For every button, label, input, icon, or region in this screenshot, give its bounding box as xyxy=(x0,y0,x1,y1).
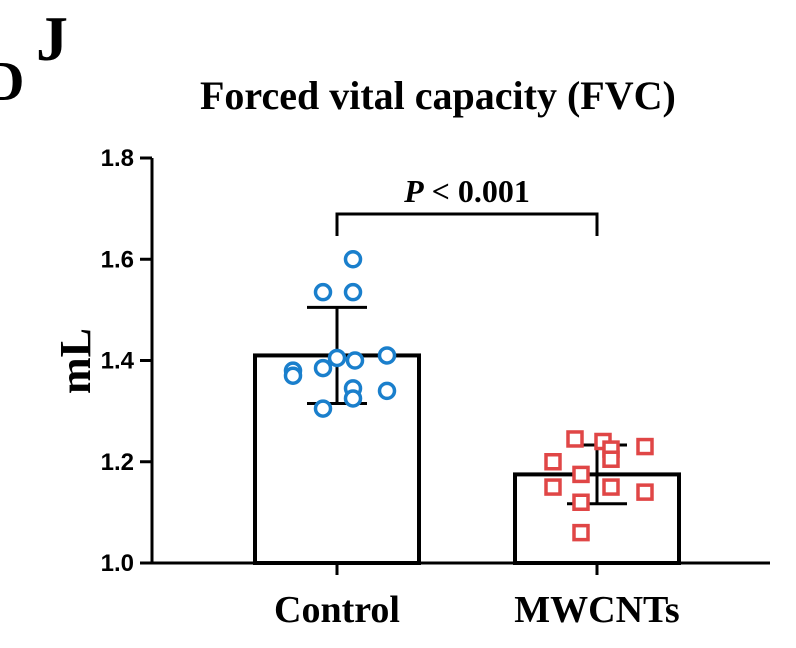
data-point xyxy=(566,430,584,448)
data-point xyxy=(345,351,365,370)
data-points xyxy=(283,250,654,542)
y-tick-label: 1.2 xyxy=(101,449,134,476)
p-symbol: P xyxy=(403,173,424,209)
data-point xyxy=(343,282,363,302)
data-point xyxy=(572,493,590,511)
y-tick-label: 1.6 xyxy=(101,246,134,273)
data-point xyxy=(572,465,590,484)
data-point xyxy=(544,478,562,496)
y-tick-label: 1.4 xyxy=(101,348,135,375)
chart-title: Forced vital capacity (FVC) xyxy=(200,73,676,118)
partial-panel-letter: D xyxy=(0,51,25,113)
x-category-label: MWCNTs xyxy=(514,589,679,631)
data-point xyxy=(283,366,303,385)
data-point xyxy=(602,478,620,496)
panel-letter: J xyxy=(36,3,68,74)
data-point xyxy=(313,282,333,302)
data-point xyxy=(377,346,397,365)
data-point xyxy=(327,348,347,368)
data-point xyxy=(313,399,333,418)
data-point xyxy=(377,381,397,401)
data-point xyxy=(636,483,654,501)
y-tick-label: 1.0 xyxy=(101,550,134,577)
y-tick-label: 1.8 xyxy=(101,145,134,172)
data-point xyxy=(544,453,562,471)
significance-bracket xyxy=(335,212,599,236)
data-point xyxy=(602,450,620,468)
x-category-label: Control xyxy=(274,589,400,631)
data-point xyxy=(636,437,654,456)
data-point xyxy=(343,389,363,408)
data-point xyxy=(572,523,590,542)
data-point xyxy=(343,250,363,269)
axis-labels: Control MWCNTs mL xyxy=(51,328,680,631)
data-point xyxy=(313,358,333,378)
significance-annotation: P < 0.001 xyxy=(335,173,599,236)
p-threshold: < 0.001 xyxy=(424,173,530,209)
p-value-label: P < 0.001 xyxy=(403,173,530,209)
y-axis-title: mL xyxy=(51,328,100,394)
